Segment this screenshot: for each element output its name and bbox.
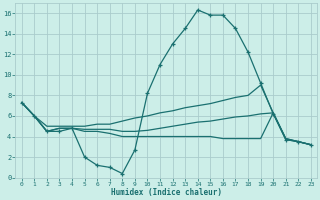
X-axis label: Humidex (Indice chaleur): Humidex (Indice chaleur) (111, 188, 222, 197)
